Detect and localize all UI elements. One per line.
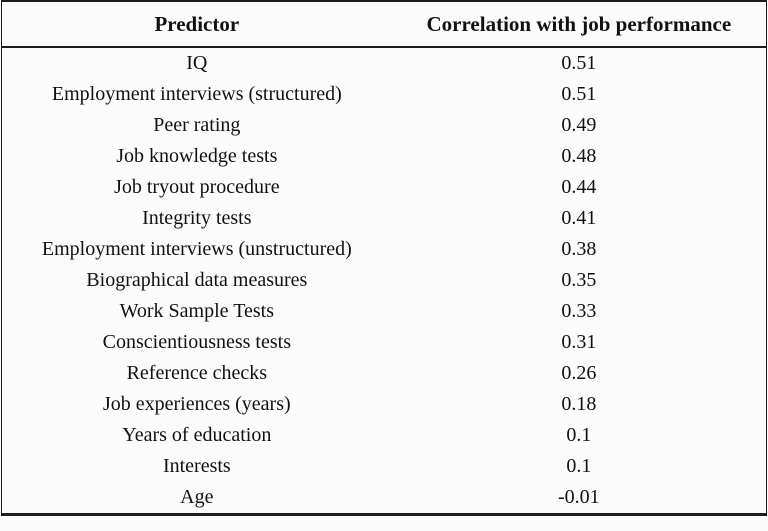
table-row: Conscientiousness tests 0.31 (2, 327, 767, 358)
predictor-cell: Peer rating (153, 114, 241, 136)
correlation-cell: 0.48 (561, 145, 597, 167)
correlation-cell: 0.33 (561, 300, 597, 322)
predictor-correlation-table: Predictor Correlation with job performan… (1, 0, 767, 516)
correlation-cell: 0.41 (561, 207, 597, 229)
table-row: Job knowledge tests 0.48 (2, 141, 767, 172)
table-header: Predictor Correlation with job performan… (1, 1, 767, 48)
header-predictor: Predictor (1, 1, 392, 48)
predictor-cell: Age (180, 486, 214, 508)
predictor-cell: Work Sample Tests (119, 300, 275, 322)
header-row: Predictor Correlation with job performan… (1, 1, 767, 48)
predictor-cell: Biographical data measures (86, 269, 308, 291)
table-row: Work Sample Tests 0.33 (2, 296, 767, 327)
correlation-cell: 0.51 (561, 83, 597, 105)
predictor-cell: Employment interviews (structured) (51, 83, 342, 105)
predictor-cell: Employment interviews (unstructured) (41, 238, 352, 260)
table-row: Job tryout procedure 0.44 (2, 172, 767, 203)
predictor-cell: Years of education (122, 424, 272, 446)
correlation-cell: 0.31 (561, 331, 597, 353)
predictor-cell: Integrity tests (142, 207, 252, 229)
predictor-cell: Job knowledge tests (116, 145, 278, 167)
table-row: Reference checks 0.26 (2, 358, 767, 389)
correlation-cell: -0.01 (557, 486, 600, 508)
table-row: Integrity tests 0.41 (2, 203, 767, 234)
correlation-cell: 0.38 (561, 238, 597, 260)
predictor-cell: Job experiences (years) (102, 393, 291, 415)
predictor-cell: IQ (186, 52, 208, 74)
predictor-cell: Job tryout procedure (114, 176, 280, 198)
correlation-cell: 0.35 (561, 269, 597, 291)
predictor-cell: Conscientiousness tests (102, 331, 291, 353)
table-row: IQ 0.51 (2, 47, 767, 79)
correlation-cell: 0.1 (566, 455, 592, 477)
correlation-cell: 0.44 (561, 176, 597, 198)
table-row: Age -0.01 (2, 482, 767, 515)
table-row: Employment interviews (unstructured) 0.3… (2, 234, 767, 265)
correlation-cell: 0.18 (561, 393, 597, 415)
table-row: Job experiences (years) 0.18 (2, 389, 767, 420)
correlation-cell: 0.26 (561, 362, 597, 384)
table-row: Employment interviews (structured) 0.51 (2, 79, 767, 110)
correlation-cell: 0.49 (561, 114, 597, 136)
table-row: Years of education 0.1 (2, 420, 767, 451)
correlation-cell: 0.51 (561, 52, 597, 74)
predictor-cell: Interests (162, 455, 231, 477)
table-row: Biographical data measures 0.35 (2, 265, 767, 296)
correlation-cell: 0.1 (566, 424, 592, 446)
table-body: IQ 0.51 Employment interviews (structure… (2, 47, 767, 515)
table-row: Peer rating 0.49 (2, 110, 767, 141)
header-correlation: Correlation with job performance (391, 1, 767, 48)
table-row: Interests 0.1 (2, 451, 767, 482)
predictor-cell: Reference checks (126, 362, 268, 384)
